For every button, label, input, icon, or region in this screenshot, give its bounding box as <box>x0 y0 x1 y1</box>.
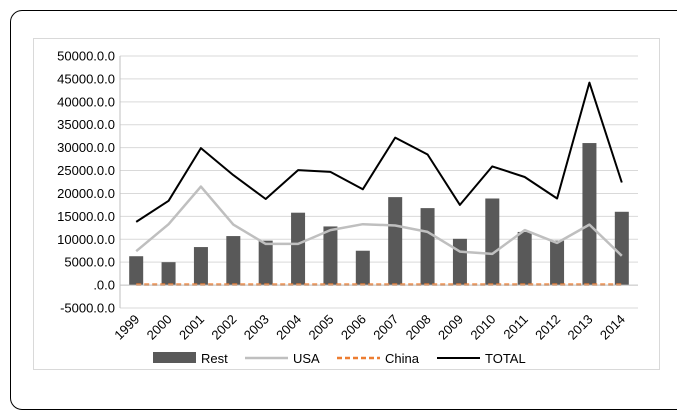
bar-rest-2014 <box>614 211 629 286</box>
bar-rest-2001 <box>193 247 208 286</box>
chart: -5000.0.0 .0.0 5000.0.0 10000.0.0 15000.0.0 2… <box>57 49 638 366</box>
y-tick-label: 35000.0.0 <box>57 117 115 132</box>
x-tick-label: 2003 <box>241 312 272 343</box>
bar-rest-2000 <box>161 262 176 286</box>
y-tick-label: .0.0 <box>93 278 115 293</box>
bar-rest-2013 <box>582 143 597 286</box>
bar-rest-2008 <box>420 208 435 286</box>
bar-rest-2005 <box>323 226 338 286</box>
bar-rest-2012 <box>550 240 565 286</box>
x-tick-label: 2001 <box>176 312 207 343</box>
bar-rest-2009 <box>452 238 467 286</box>
legend-label: TOTAL <box>485 351 526 366</box>
bar-rest-1999 <box>129 256 144 286</box>
y-tick-label: 45000.0.0 <box>57 71 115 86</box>
x-tick-label: 2000 <box>144 312 175 343</box>
y-tick-label: 30000.0.0 <box>57 140 115 155</box>
x-tick-label: 2012 <box>532 312 563 343</box>
legend-item-china: China <box>337 351 420 366</box>
legend-item-rest: Rest <box>153 351 228 366</box>
bar-rest-2007 <box>388 197 403 286</box>
chart-panel <box>33 38 660 370</box>
bar-rest-2002 <box>226 236 241 286</box>
legend: Rest USA China TOTAL <box>153 351 526 366</box>
x-tick-label: 2008 <box>403 312 434 343</box>
legend-swatch <box>153 352 196 363</box>
y-tick-label: 5000.0.0 <box>64 255 115 270</box>
x-tick-label: 1999 <box>111 312 142 343</box>
series-lines <box>135 81 623 286</box>
x-tick-label: 2010 <box>467 312 498 343</box>
legend-label: Rest <box>201 351 228 366</box>
x-tick-label: 2006 <box>338 312 369 343</box>
legend-item-total: TOTAL <box>437 351 526 366</box>
legend-label: China <box>385 351 420 366</box>
x-tick-label: 2007 <box>370 312 401 343</box>
x-tick-label: 2005 <box>306 312 337 343</box>
x-axis-ticks: 1999 2000 2001 2002 2003 2004 2005 2006 2007 2008… <box>111 312 628 343</box>
bar-rest-2006 <box>355 250 370 286</box>
x-tick-label: 2004 <box>273 312 304 343</box>
y-tick-label: 15000.0.0 <box>57 209 115 224</box>
x-tick-label: 2011 <box>500 312 530 342</box>
bar-rest-2004 <box>291 212 306 286</box>
line-usa <box>135 185 623 257</box>
legend-item-usa: USA <box>245 351 320 366</box>
bar-rest-2010 <box>485 198 500 286</box>
x-tick-label: 2009 <box>435 312 466 343</box>
gridlines <box>120 55 638 309</box>
x-tick-label: 2002 <box>208 312 239 343</box>
x-tick-label: 2013 <box>565 312 596 343</box>
x-tick-label: 2014 <box>597 312 628 343</box>
y-tick-label: 25000.0.0 <box>57 163 115 178</box>
y-axis-ticks: -5000.0.0 .0.0 5000.0.0 10000.0.0 15000.0.0 2… <box>57 49 115 316</box>
y-tick-label: 40000.0.0 <box>57 94 115 109</box>
y-tick-label: 10000.0.0 <box>57 232 115 247</box>
line-total <box>135 81 623 223</box>
y-tick-label: -5000.0.0 <box>60 301 115 316</box>
y-tick-label: 50000.0.0 <box>57 49 115 64</box>
rest-bars <box>129 143 629 286</box>
y-tick-label: 20000.0.0 <box>57 186 115 201</box>
bar-rest-2011 <box>517 231 532 286</box>
legend-label: USA <box>293 351 320 366</box>
axes <box>119 56 638 308</box>
bar-rest-2003 <box>258 240 273 286</box>
